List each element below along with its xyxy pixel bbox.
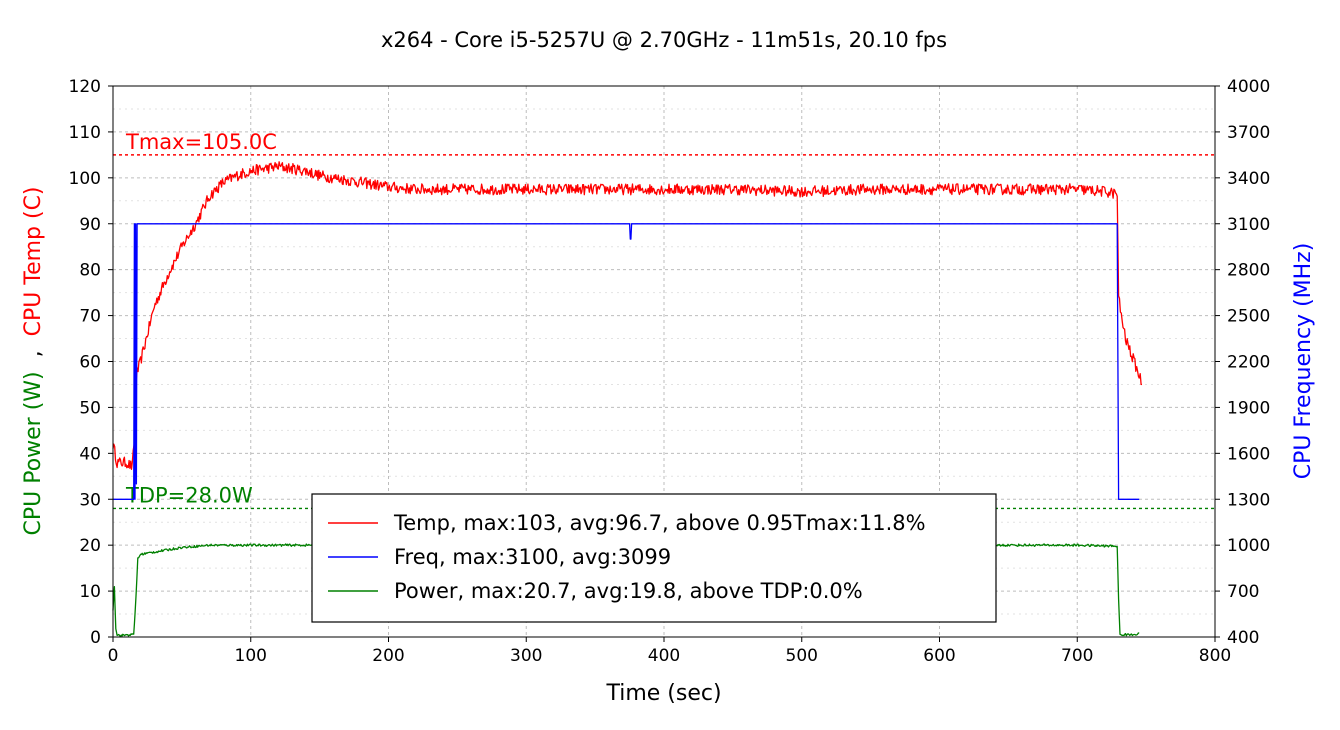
reference-label: TDP=28.0W xyxy=(125,483,253,507)
y-tick-label-right: 1900 xyxy=(1227,398,1270,418)
y-tick-label-right: 3700 xyxy=(1227,123,1270,143)
y-axis-label-separator: , xyxy=(21,350,46,357)
y-tick-label-right: 3400 xyxy=(1227,169,1270,189)
y-tick-label-left: 110 xyxy=(69,123,101,143)
series-line xyxy=(113,223,1140,500)
y-tick-label-right: 1000 xyxy=(1227,536,1270,556)
y-tick-label-right: 3100 xyxy=(1227,215,1270,235)
x-tick-label: 800 xyxy=(1199,646,1231,666)
y-tick-label-right: 2800 xyxy=(1227,261,1270,281)
x-tick-label: 200 xyxy=(372,646,404,666)
reference-lines: Tmax=105.0C TDP=28.0W xyxy=(113,130,1215,510)
y-tick-label-left: 120 xyxy=(69,77,101,97)
y-tick-label-left: 30 xyxy=(79,490,101,510)
y-ticks-right: 400 700 1000 1300 1600 1900 2200 2500 2800 3100 34… xyxy=(1215,77,1270,648)
y-axis-label-frequency: CPU Frequency (MHz) xyxy=(1291,243,1316,480)
y-axis-label-temp: CPU Temp (C) xyxy=(21,186,46,336)
legend-entry: Freq, max:3100, avg:3099 xyxy=(394,545,671,569)
y-tick-label-left: 20 xyxy=(79,536,101,556)
x-tick-label: 300 xyxy=(510,646,542,666)
y-tick-label-right: 1300 xyxy=(1227,490,1270,510)
y-tick-label-right: 2500 xyxy=(1227,307,1270,327)
legend-entry: Temp, max:103, avg:96.7, above 0.95Tmax:… xyxy=(393,511,926,535)
y-tick-label-left: 90 xyxy=(79,215,101,235)
x-tick-label: 600 xyxy=(923,646,955,666)
legend-box xyxy=(311,493,997,623)
x-tick-label: 500 xyxy=(786,646,818,666)
svg-text:CPU Power (W),CPU Temp (C): CPU Power (W), CPU Temp (C) xyxy=(21,186,46,535)
x-tick-label: 700 xyxy=(1061,646,1093,666)
y-tick-label-left: 50 xyxy=(79,398,101,418)
y-tick-label-left: 40 xyxy=(79,444,101,464)
y-tick-label-right: 400 xyxy=(1227,628,1259,648)
y-tick-label-left: 100 xyxy=(69,169,101,189)
y-tick-label-left: 70 xyxy=(79,307,101,327)
legend-entry: Power, max:20.7, avg:19.8, above TDP:0.0… xyxy=(394,579,863,603)
x-tick-label: 400 xyxy=(648,646,680,666)
grid xyxy=(113,86,1215,637)
series-line xyxy=(112,161,1143,470)
y-tick-label-right: 700 xyxy=(1227,582,1259,602)
x-tick-label: 100 xyxy=(235,646,267,666)
y-tick-label-left: 10 xyxy=(79,582,101,602)
y-tick-label-right: 2200 xyxy=(1227,353,1270,373)
y-tick-label-left: 0 xyxy=(90,628,101,648)
y-ticks-left: 0 10 20 30 40 50 60 70 80 90 100 110 120 xyxy=(69,77,113,648)
x-tick-label: 0 xyxy=(108,646,119,666)
chart-title: x264 - Core i5-5257U @ 2.70GHz - 11m51s,… xyxy=(381,28,947,52)
y-tick-label-right: 4000 xyxy=(1227,77,1270,97)
reference-label: Tmax=105.0C xyxy=(125,130,277,154)
legend: Temp, max:103, avg:96.7, above 0.95Tmax:… xyxy=(311,493,997,623)
y-axis-label-power: CPU Power (W) xyxy=(21,371,46,535)
x-ticks: 0 100 200 300 400 500 600 700 800 xyxy=(108,637,1231,666)
x-axis-label: Time (sec) xyxy=(605,681,721,706)
y-tick-label-right: 1600 xyxy=(1227,444,1270,464)
y-tick-label-left: 60 xyxy=(79,353,101,373)
y-tick-label-left: 80 xyxy=(79,261,101,281)
